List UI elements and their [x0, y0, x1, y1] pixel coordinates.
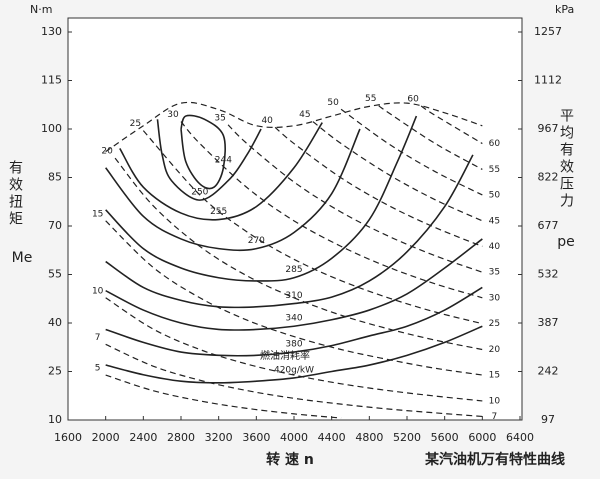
x-tick-label: 1600	[54, 431, 82, 444]
y-tick-label: 25	[48, 365, 62, 378]
series-label: 25	[489, 319, 500, 329]
y-tick-label: 70	[48, 219, 62, 232]
y2-tick-label: 532	[538, 268, 559, 281]
series-label: 340	[285, 314, 302, 324]
series-label: 10	[92, 286, 104, 296]
series-label: 20	[101, 147, 113, 157]
series-label: 55	[365, 94, 376, 104]
y-tick-label: 55	[48, 268, 62, 281]
consumption-contour	[105, 128, 361, 252]
y2-tick-label: 822	[538, 171, 559, 184]
series-label: 5	[95, 364, 101, 374]
y-tick-label: 130	[41, 25, 62, 38]
chart-title: 某汽油机万有特性曲线	[425, 451, 565, 468]
x-tick-label: 2800	[167, 431, 195, 444]
series-label: 25	[130, 119, 141, 129]
series-label: 45	[489, 216, 500, 226]
x-tick-label: 4000	[280, 431, 308, 444]
y-tick-label: 115	[41, 74, 62, 87]
y2-tick-label: 1257	[534, 25, 562, 38]
power-line	[180, 121, 483, 299]
y-unit: N·m	[30, 3, 52, 16]
consumption-contour	[105, 238, 483, 331]
y-tick-label: 100	[41, 122, 62, 135]
power-line	[105, 101, 483, 153]
series-label: 40	[489, 242, 501, 252]
power-line	[227, 124, 483, 273]
x-tick-label: 5600	[431, 431, 459, 444]
y-tick-label: 40	[48, 316, 62, 329]
y2-tick-label: 677	[538, 219, 559, 232]
power-line	[378, 105, 483, 170]
x-tick-label: 4400	[318, 431, 346, 444]
y2-tick-label: 1112	[534, 74, 562, 87]
power-line	[105, 343, 483, 418]
series-label: 15	[92, 209, 103, 219]
consumption-contour	[105, 154, 474, 309]
series-label: 45	[299, 110, 310, 120]
series-label: 30	[167, 110, 179, 120]
power-line	[105, 374, 342, 419]
series-label: 60	[407, 95, 419, 105]
consumption-contour	[156, 119, 262, 201]
series-label: 35	[214, 113, 225, 123]
power-line	[420, 105, 483, 145]
y2-tick-label: 97	[541, 413, 555, 426]
series-label: 15	[489, 371, 500, 381]
series-label: 420g/kW	[274, 365, 314, 375]
power-line	[105, 220, 483, 376]
series-label: 285	[285, 265, 302, 275]
power-line	[340, 108, 483, 196]
y2-tick-label: 967	[538, 122, 559, 135]
y-label-symbol: Me	[12, 250, 33, 266]
y2-label: 平均有效压力	[558, 108, 574, 210]
y-tick-label: 85	[48, 171, 62, 184]
consumption-contour	[180, 114, 226, 190]
x-tick-label: 3200	[205, 431, 233, 444]
series-label: 310	[285, 291, 302, 301]
plot-frame	[67, 17, 523, 421]
series-label: 7	[491, 412, 497, 422]
x-tick-label: 4800	[355, 431, 383, 444]
series-label: 50	[327, 98, 339, 108]
y2-label-symbol: pe	[557, 234, 575, 250]
power-line	[105, 297, 483, 402]
series-label: 270	[248, 236, 265, 246]
x-tick-label: 2400	[129, 431, 157, 444]
series-label: 20	[489, 345, 501, 355]
y2-tick-label: 242	[538, 365, 559, 378]
series-label: 50	[489, 190, 501, 200]
x-tick-label: 3600	[242, 431, 270, 444]
power-line	[142, 130, 483, 325]
series-label: 250	[191, 188, 208, 198]
power-line	[312, 121, 483, 222]
y2-unit: kPa	[555, 3, 574, 16]
series-label: 380	[285, 340, 302, 350]
series-label: 40	[261, 116, 273, 126]
x-tick-label: 6000	[468, 431, 496, 444]
series-label: 7	[95, 333, 101, 343]
series-label: 10	[489, 396, 501, 406]
y-label: 有效扭矩	[7, 160, 23, 228]
series-label: 55	[489, 165, 500, 175]
y-tick-label: 10	[48, 413, 62, 426]
consumption-contour	[105, 286, 483, 357]
series-label: 60	[489, 139, 501, 149]
x-tick-label: 6400	[506, 431, 534, 444]
x-tick-label: 5200	[393, 431, 421, 444]
x-tick-label: 2000	[92, 431, 120, 444]
consumption-contour	[105, 325, 483, 384]
power-line	[274, 126, 483, 247]
y2-tick-label: 387	[538, 316, 559, 329]
x-label: 转 速 n	[266, 451, 314, 468]
power-line	[114, 157, 483, 351]
series-label: 30	[489, 293, 501, 303]
consumption-contour	[105, 115, 418, 282]
consumption-contour	[119, 122, 323, 221]
series-label: 244	[215, 155, 232, 165]
series-label: 35	[489, 268, 500, 278]
